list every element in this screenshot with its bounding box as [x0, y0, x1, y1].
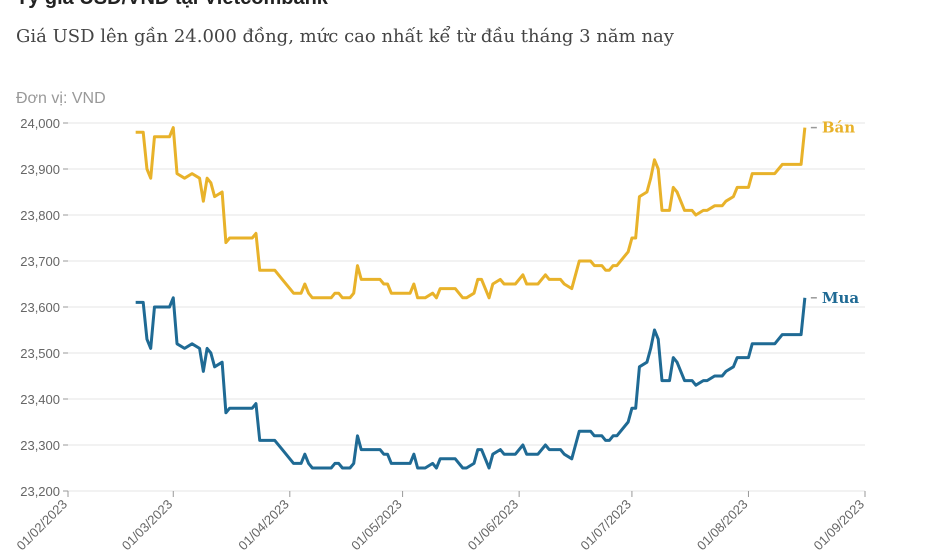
y-tick-label: 23,500 [20, 346, 60, 361]
y-tick-label: 23,900 [20, 162, 60, 177]
y-tick-label: 23,200 [20, 484, 60, 499]
y-tick-label: 24,000 [20, 116, 60, 131]
series-line [135, 126, 807, 300]
x-tick-label: 01/03/2023 [119, 497, 176, 554]
y-tick-label: 23,800 [20, 208, 60, 223]
x-tick-label: 01/04/2023 [235, 497, 292, 554]
x-tick-label: 01/07/2023 [577, 497, 634, 554]
y-tick-label: 23,400 [20, 392, 60, 407]
x-tick-label: 01/02/2023 [13, 497, 70, 554]
x-tick-label: 01/06/2023 [465, 497, 522, 554]
x-tick-label: 01/09/2023 [810, 497, 867, 554]
y-tick-label: 23,300 [20, 438, 60, 453]
chart-subtitle: Giá USD lên gần 24.000 đồng, mức cao nhấ… [16, 25, 675, 47]
y-tick-label: 23,600 [20, 300, 60, 315]
unit-label: Đơn vị: VND [16, 90, 106, 107]
x-tick-label: 01/08/2023 [694, 497, 751, 554]
chart-title: Tỷ giá USD/VND tại Vietcombank [16, 0, 329, 9]
x-tick-label: 01/05/2023 [348, 497, 405, 554]
y-tick-label: 23,700 [20, 254, 60, 269]
legend-label: Mua [822, 289, 860, 307]
legend-label: Bán [822, 119, 855, 137]
series-line [135, 296, 807, 470]
